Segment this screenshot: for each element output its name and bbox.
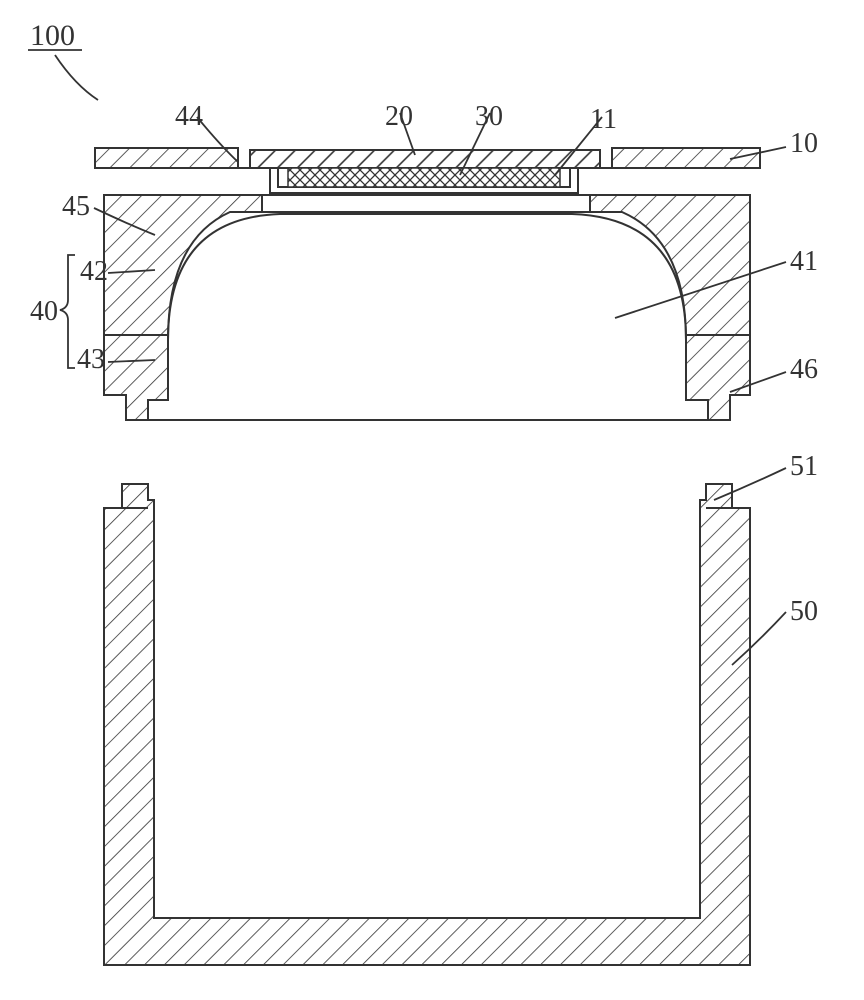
part-20-insert xyxy=(238,148,612,168)
label-51: 51 xyxy=(790,451,818,482)
label-50: 50 xyxy=(790,596,818,627)
label-40: 40 xyxy=(30,296,58,327)
label-10: 10 xyxy=(790,128,818,159)
bracket-40 xyxy=(60,255,75,368)
diagram-root: 100 xyxy=(0,0,864,1000)
part-40-upper-body xyxy=(104,195,750,420)
label-100: 100 xyxy=(30,19,75,52)
label-44: 44 xyxy=(175,101,203,132)
label-43: 43 xyxy=(77,344,105,375)
label-41: 41 xyxy=(790,246,818,277)
label-42: 42 xyxy=(80,256,108,287)
part-30-mesh xyxy=(270,168,578,193)
leader-100 xyxy=(55,55,98,100)
label-20: 20 xyxy=(385,101,413,132)
label-45: 45 xyxy=(62,191,90,222)
label-30: 30 xyxy=(475,101,503,132)
label-46: 46 xyxy=(790,354,818,385)
label-11: 11 xyxy=(590,104,617,135)
part-50-lower-body xyxy=(104,484,750,965)
